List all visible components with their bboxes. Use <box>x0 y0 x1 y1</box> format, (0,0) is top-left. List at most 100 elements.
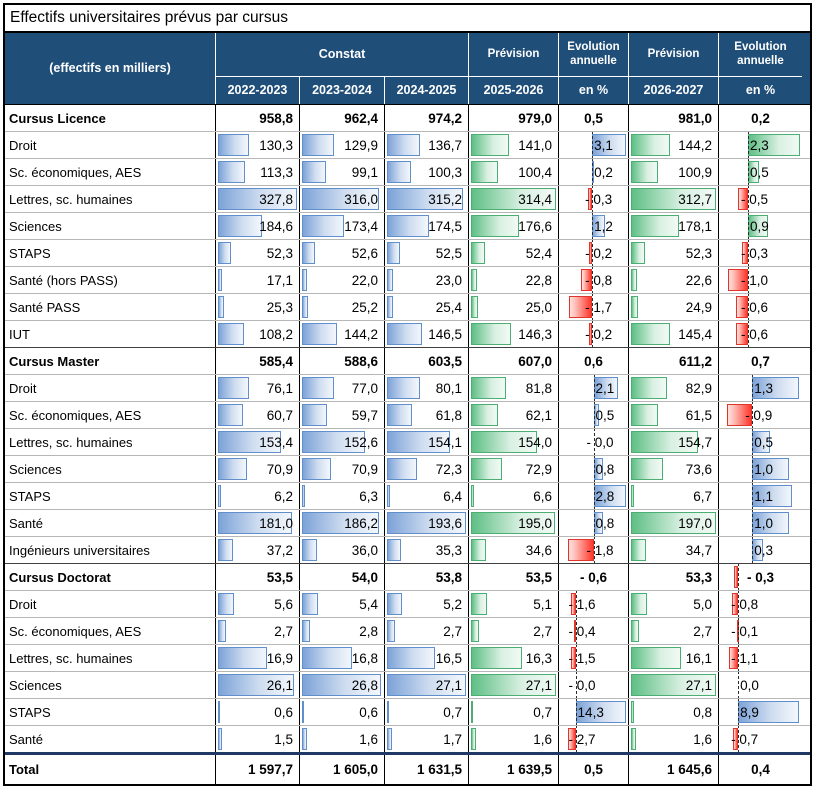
cell-value: 146,3 <box>518 326 552 342</box>
value-cell: 2,7 <box>384 618 468 644</box>
row-label: Total <box>5 755 215 784</box>
value-cell: 181,0 <box>215 510 299 536</box>
table-row: Droit 76,1 77,0 80,1 81,8 2,1 82,9 1,3 <box>5 374 810 401</box>
cell-value: 59,7 <box>351 407 378 423</box>
value-cell: 73,6 <box>628 456 718 482</box>
evo-cell: 2,8 <box>558 483 628 509</box>
evo-cell: 14,3 <box>558 699 628 725</box>
data-bar <box>387 215 430 237</box>
data-bar <box>218 620 226 642</box>
data-bar <box>302 242 315 264</box>
evo-cell: - 0,0 <box>558 429 628 455</box>
data-bar <box>471 215 519 237</box>
evo-cell: 0,3 <box>718 537 802 563</box>
cell-value: 70,9 <box>266 461 293 477</box>
zero-axis-line <box>738 699 740 725</box>
row-label-text: STAPS <box>9 704 51 720</box>
cell-value: - 0,8 <box>585 272 613 288</box>
value-cell: 5,1 <box>468 591 558 617</box>
table-row: Droit 130,3 129,9 136,7 141,0 3,1 144,2 2,3 <box>5 131 810 158</box>
cell-value: 25,0 <box>525 299 552 315</box>
cell-value: - 0,6 <box>741 299 769 315</box>
cell-value: 0,5 <box>754 434 773 450</box>
cell-value: 1,7 <box>443 731 462 747</box>
data-bar <box>588 188 593 210</box>
cell-value: 25,3 <box>266 299 293 315</box>
evo-cell: 0,2 <box>558 159 628 185</box>
cell-value: 174,5 <box>428 218 462 234</box>
cell-value: 0,7 <box>751 353 770 369</box>
zero-axis-line <box>593 429 595 455</box>
data-bar <box>387 161 412 183</box>
evo-cell: - 0,3 <box>558 186 628 212</box>
cell-value: 82,9 <box>685 380 712 396</box>
data-bar <box>218 539 234 561</box>
evo-cell: 0,7 <box>718 348 802 374</box>
cell-value: - 1,0 <box>741 272 769 288</box>
cell-value: 5,4 <box>359 596 378 612</box>
value-cell: 24,9 <box>628 294 718 320</box>
table-row: Sciences 70,9 70,9 72,3 72,9 0,8 73,6 1,0 <box>5 455 810 482</box>
row-label-text: STAPS <box>9 245 51 261</box>
data-bar <box>471 593 487 615</box>
cell-value: 184,6 <box>259 218 293 234</box>
cell-value: 23,0 <box>435 272 462 288</box>
value-cell: 36,0 <box>299 537 384 563</box>
value-cell: 70,9 <box>215 456 299 482</box>
cell-value: 145,4 <box>678 326 712 342</box>
cell-value: 81,8 <box>525 380 552 396</box>
cell-value: 77,0 <box>351 380 378 396</box>
row-label-text: Lettres, sc. humaines <box>9 434 133 450</box>
value-cell: 327,8 <box>215 186 299 212</box>
row-label: IUT <box>5 321 215 347</box>
cell-value: 100,4 <box>518 164 552 180</box>
zero-axis-line <box>748 294 750 320</box>
data-bar <box>218 701 220 723</box>
value-cell: 195,0 <box>468 510 558 536</box>
zero-axis-line <box>592 159 594 185</box>
value-cell: 0,7 <box>468 699 558 725</box>
data-bar <box>568 296 593 318</box>
table-row: Sciences 184,6 173,4 174,5 176,6 1,2 178,1 0,9 <box>5 212 810 239</box>
cell-value: - 0,1 <box>731 623 759 639</box>
value-cell: 16,1 <box>628 645 718 671</box>
value-cell: 197,0 <box>628 510 718 536</box>
zero-axis-line <box>593 537 595 563</box>
table-row: Santé (hors PASS) 17,1 22,0 23,0 22,8 - 0,8 22… <box>5 266 810 293</box>
header-evolution-1: Evolution annuelle <box>558 33 628 76</box>
cell-value: 0,6 <box>359 704 378 720</box>
value-cell: 27,1 <box>384 672 468 698</box>
cell-value: 52,5 <box>435 245 462 261</box>
value-cell: 53,3 <box>628 564 718 590</box>
cell-value: 195,0 <box>518 515 552 531</box>
data-bar <box>218 161 246 183</box>
cell-value: 53,5 <box>266 569 293 585</box>
value-cell: 25,4 <box>384 294 468 320</box>
value-cell: 34,7 <box>628 537 718 563</box>
evo-cell: - 1,1 <box>718 645 802 671</box>
data-bar <box>471 647 523 669</box>
evo-cell: - 2,7 <box>558 726 628 752</box>
data-bar <box>302 269 308 291</box>
row-label: Sciences <box>5 672 215 698</box>
data-bar <box>471 377 507 399</box>
data-bar <box>631 269 638 291</box>
value-cell: 1 645,6 <box>628 755 718 784</box>
evo-cell: - 0,3 <box>718 240 802 266</box>
zero-axis-line <box>592 321 594 347</box>
data-bar <box>471 404 498 426</box>
data-bar <box>729 647 739 669</box>
value-cell: 82,9 <box>628 375 718 401</box>
cell-value: 176,6 <box>518 218 552 234</box>
value-cell: 27,1 <box>468 672 558 698</box>
data-bar <box>387 431 450 453</box>
cell-value: 61,8 <box>435 407 462 423</box>
cell-value: 1,3 <box>754 380 773 396</box>
data-bar <box>471 161 499 183</box>
cell-value: 314,4 <box>518 191 552 207</box>
cell-value: 0,9 <box>750 218 769 234</box>
data-bar <box>631 242 646 264</box>
value-cell: 6,2 <box>215 483 299 509</box>
evo-cell: - 1,8 <box>558 537 628 563</box>
row-label: Droit <box>5 591 215 617</box>
